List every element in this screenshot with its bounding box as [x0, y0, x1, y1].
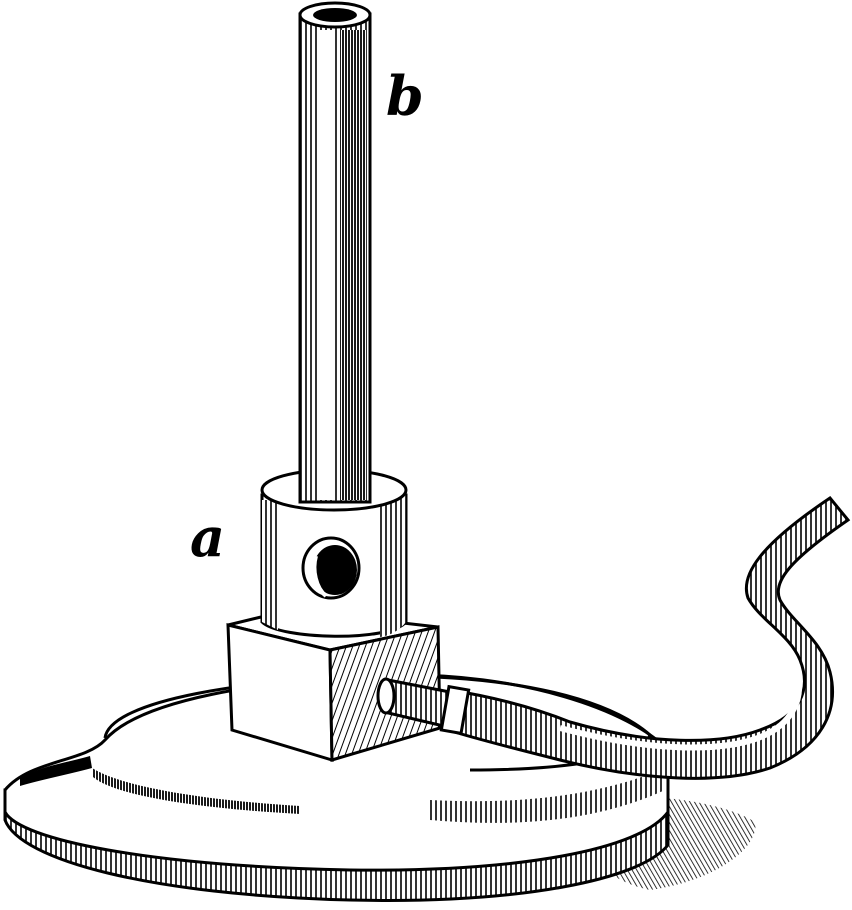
air-hole — [301, 536, 361, 600]
label-a: a — [190, 505, 225, 569]
rubber-hose — [439, 495, 851, 780]
burner-tube — [298, 1, 372, 504]
label-b: b — [386, 64, 424, 128]
